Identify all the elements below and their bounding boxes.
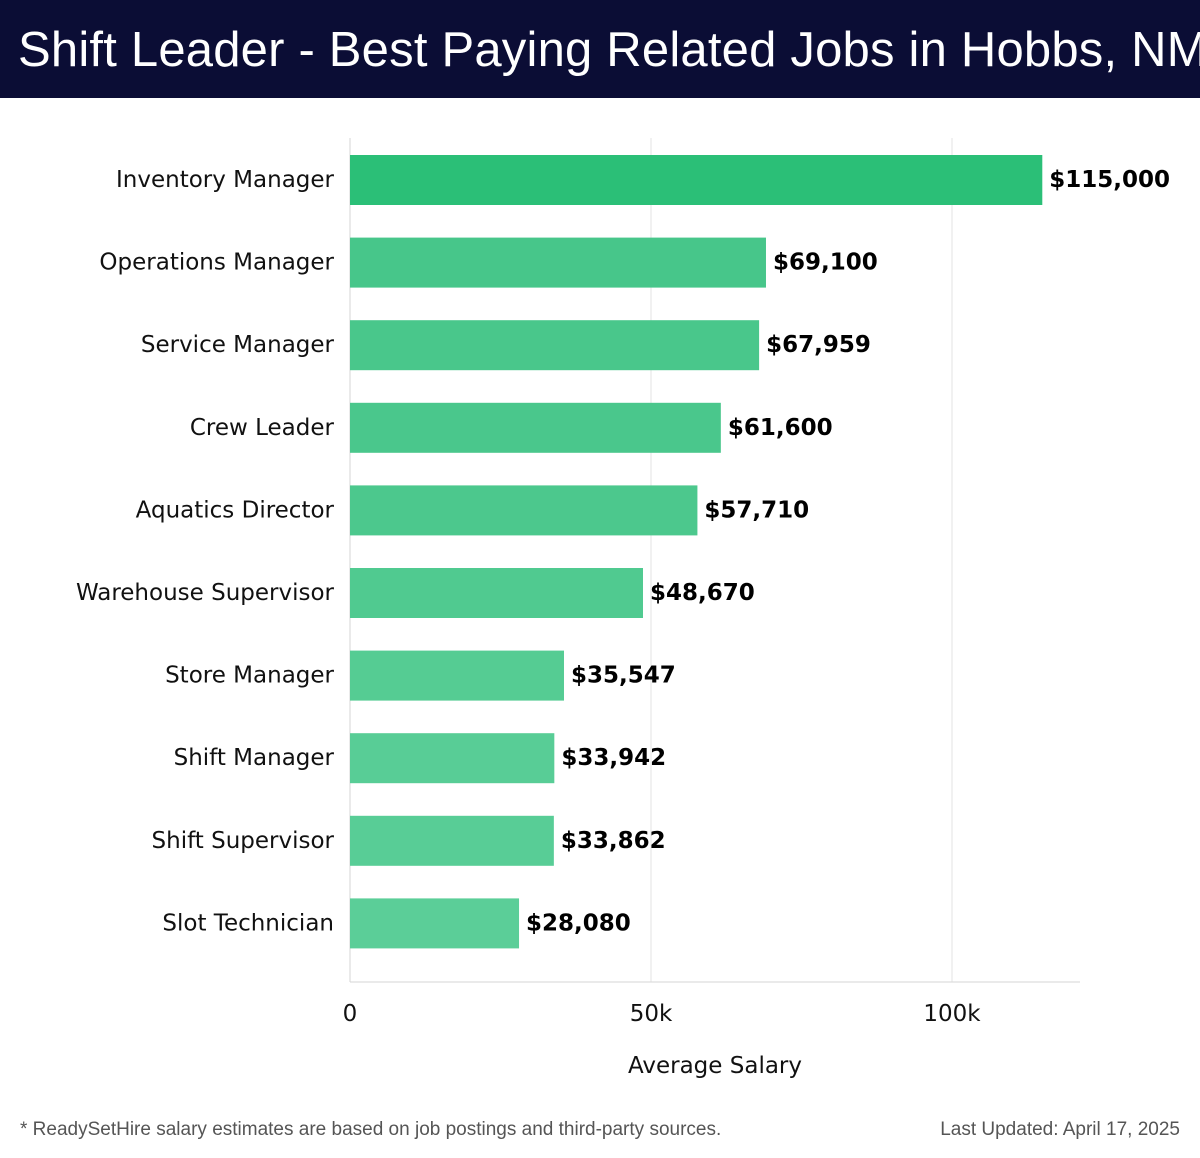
value-label: $35,547 (571, 663, 676, 689)
category-label: Slot Technician (162, 910, 334, 936)
last-updated-label: Last Updated: April 17, 2025 (940, 1119, 1180, 1140)
category-label: Service Manager (141, 332, 335, 358)
category-label: Inventory Manager (116, 167, 335, 193)
category-label: Operations Manager (99, 250, 334, 276)
header-banner: Shift Leader - Best Paying Related Jobs … (0, 0, 1200, 98)
value-label: $61,600 (728, 415, 833, 441)
bar (350, 898, 520, 949)
salary-bar-chart: Inventory Manager $115,000 Operations Mana… (76, 138, 1170, 1079)
bar (350, 402, 721, 453)
page-title: Shift Leader - Best Paying Related Jobs … (18, 23, 1200, 77)
x-tick-label: 50k (630, 1001, 673, 1027)
x-tick-label: 0 (343, 1001, 358, 1027)
value-label: $69,100 (773, 250, 878, 276)
bar (350, 485, 698, 536)
value-label: $33,942 (561, 745, 666, 771)
bar (350, 155, 1043, 205)
bar (350, 568, 643, 618)
category-label: Aquatics Director (136, 497, 335, 523)
category-label: Store Manager (165, 663, 334, 689)
category-label: Shift Manager (174, 745, 335, 771)
value-label: $33,862 (561, 828, 666, 854)
bar (350, 650, 564, 701)
bar (350, 815, 554, 866)
x-tick-label: 100k (923, 1001, 981, 1027)
footer-disclaimer: * ReadySetHire salary estimates are base… (20, 1119, 722, 1140)
value-label: $48,670 (650, 580, 755, 606)
bar (350, 237, 766, 288)
bar (350, 733, 555, 784)
value-label: $57,710 (704, 497, 809, 523)
bar (350, 320, 760, 371)
value-label: $115,000 (1049, 167, 1170, 193)
value-label: $28,080 (526, 910, 631, 936)
value-label: $67,959 (766, 332, 871, 358)
category-label: Warehouse Supervisor (76, 580, 335, 606)
category-label: Shift Supervisor (152, 828, 335, 854)
category-label: Crew Leader (190, 415, 335, 441)
x-axis-title: Average Salary (628, 1053, 802, 1079)
